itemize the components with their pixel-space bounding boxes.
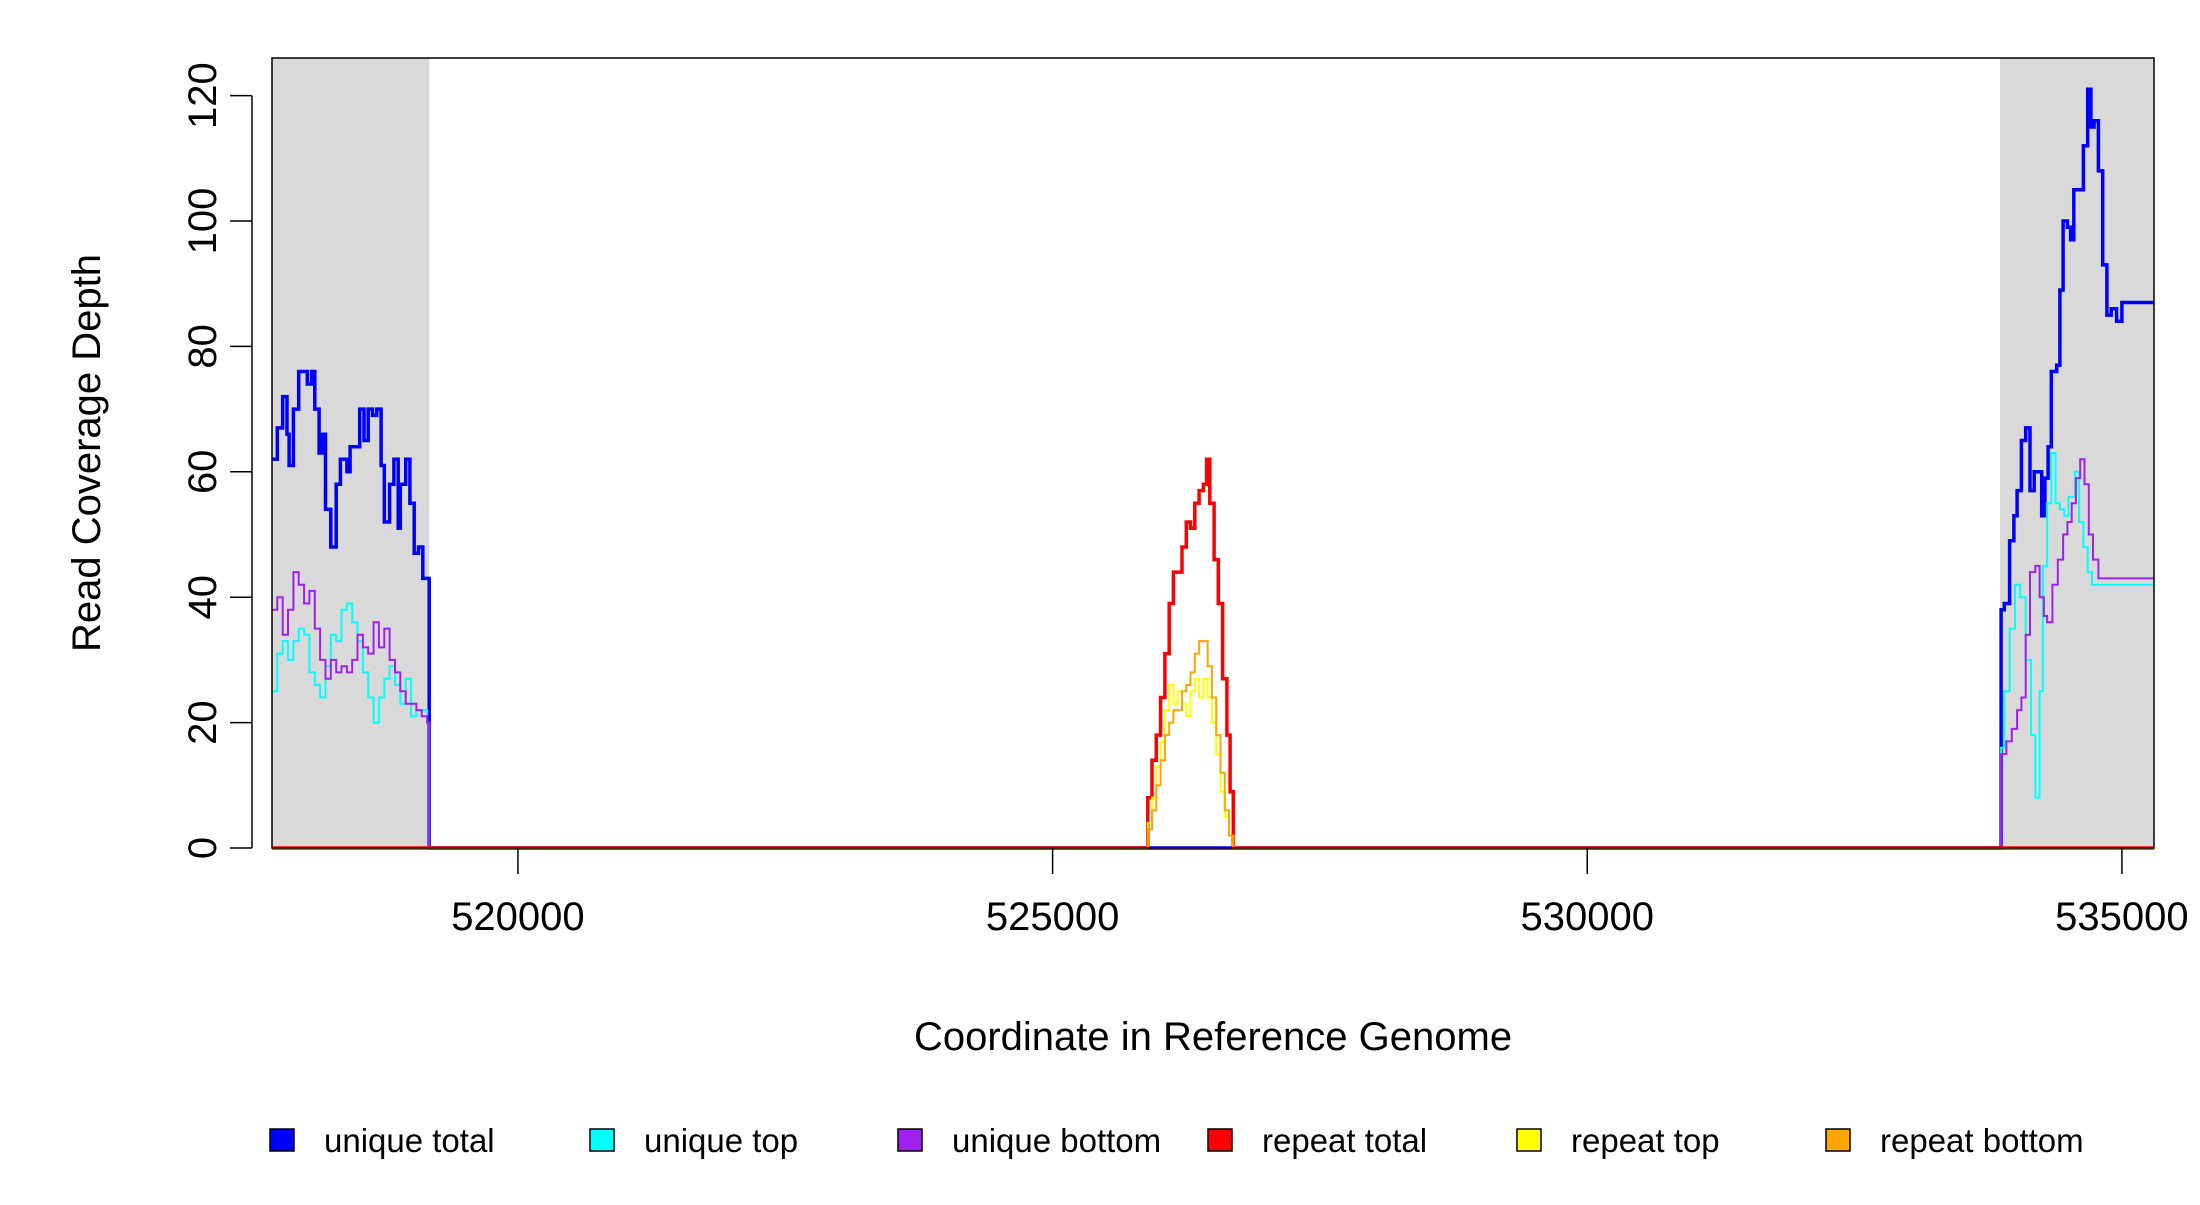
x-tick-label: 530000 [1521,895,1654,939]
series-line-unique-total [272,87,2154,850]
legend-label-unique-top: unique top [644,1122,798,1159]
y-axis-label: Read Coverage Depth [65,254,109,652]
y-tick-label: 100 [181,188,225,255]
legend-label-unique-bottom: unique bottom [952,1122,1161,1159]
series-line-repeat-bottom [272,640,2154,849]
x-tick-label: 525000 [986,895,1119,939]
x-axis-label: Coordinate in Reference Genome [914,1015,1512,1059]
plot-frame [271,57,2155,849]
legend-swatch-repeat-total [1207,1128,1233,1152]
legend-swatch-unique-bottom [897,1128,923,1152]
x-tick-label: 535000 [2055,895,2188,939]
y-tick-label: 120 [181,62,225,129]
series-line-repeat-total [272,457,2154,850]
y-tick-label: 40 [181,575,225,620]
legend-label-unique-total: unique total [324,1122,495,1159]
y-tick-label: 0 [181,837,225,859]
y-axis: 0 20 40 60 80 100 120 [181,62,253,859]
legend-swatch-unique-total [269,1128,295,1152]
legend-label-repeat-total: repeat total [1262,1122,1427,1159]
x-axis: 520000 525000 530000 535000 [451,848,2189,939]
shaded-regions [272,58,2154,848]
series-line-unique-top [272,452,2154,849]
legend-swatch-repeat-bottom [1825,1128,1851,1152]
y-tick-label: 60 [181,450,225,495]
plot-area [272,87,2154,850]
legend-swatch-unique-top [589,1128,615,1152]
x-tick-label: 520000 [451,895,584,939]
y-tick-label: 80 [181,324,225,369]
legend-swatch-repeat-top [1516,1128,1542,1152]
series-line-unique-bottom [272,458,2154,849]
series-line-repeat-top [272,677,2154,849]
y-tick-label: 20 [181,700,225,745]
legend-label-repeat-top: repeat top [1571,1122,1720,1159]
legend-label-repeat-bottom: repeat bottom [1880,1122,2084,1159]
legend: unique total unique top unique bottom repea… [269,1122,2084,1159]
